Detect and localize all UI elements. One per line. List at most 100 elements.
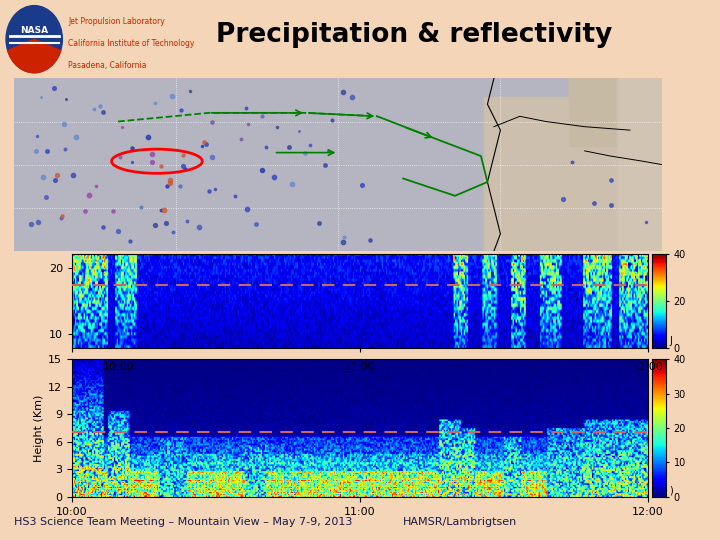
Y-axis label: Height (Km): Height (Km) (34, 394, 44, 462)
Text: HS3 Science Team Meeting – Mountain View – May 7-9, 2013: HS3 Science Team Meeting – Mountain View… (14, 517, 353, 527)
Point (156, 206, 167, 214)
Point (364, 236, 376, 245)
Point (107, 207, 119, 215)
Point (174, 181, 186, 190)
Text: HAMSR/Lambrigtsen: HAMSR/Lambrigtsen (403, 517, 518, 527)
Point (114, 152, 125, 161)
Point (32, 218, 44, 227)
Text: J: J (670, 335, 672, 346)
Text: NASA: NASA (20, 26, 48, 35)
Point (605, 176, 616, 184)
Point (156, 162, 167, 171)
Point (177, 151, 189, 159)
Point (125, 237, 136, 245)
Point (184, 87, 196, 96)
Point (240, 104, 252, 112)
Point (41, 146, 53, 155)
Point (158, 206, 170, 214)
Point (229, 192, 240, 200)
Point (210, 185, 221, 193)
Point (261, 143, 272, 152)
Point (164, 176, 176, 184)
Point (30, 147, 41, 156)
Point (197, 141, 208, 150)
Point (588, 199, 600, 208)
Point (164, 179, 176, 187)
Text: Precipitation & reflectivity: Precipitation & reflectivity (216, 22, 613, 48)
Point (79, 207, 91, 215)
Point (166, 92, 177, 100)
Point (116, 123, 127, 131)
Text: 11:00: 11:00 (344, 362, 376, 372)
Point (327, 116, 338, 124)
Point (323, 147, 334, 156)
Point (283, 143, 294, 151)
Point (32, 132, 43, 140)
Point (200, 140, 212, 149)
Point (256, 166, 268, 174)
Point (243, 119, 254, 128)
Point (67, 171, 78, 179)
Point (35, 93, 47, 102)
Point (287, 179, 298, 188)
Text: Jet Propulsion Laboratory: Jet Propulsion Laboratory (68, 17, 165, 26)
Point (149, 220, 161, 229)
Point (337, 238, 348, 247)
Point (181, 217, 193, 225)
Point (251, 219, 262, 228)
Point (313, 218, 325, 227)
Text: 10:00: 10:00 (103, 362, 135, 372)
Point (71, 133, 82, 141)
Text: ): ) (670, 485, 673, 496)
Point (268, 173, 279, 181)
Point (91, 181, 102, 190)
Point (160, 219, 171, 227)
Point (112, 227, 124, 235)
Point (127, 144, 138, 152)
Point (142, 133, 153, 141)
Point (175, 106, 186, 114)
Point (204, 187, 215, 195)
Text: Pasadena, California: Pasadena, California (68, 61, 147, 70)
Point (145, 150, 157, 158)
Point (168, 228, 179, 237)
Point (97, 107, 109, 116)
Point (48, 84, 60, 92)
Point (55, 213, 67, 222)
Point (299, 149, 310, 158)
Point (83, 191, 94, 200)
Point (126, 158, 138, 166)
Point (94, 101, 105, 110)
Point (338, 233, 349, 241)
Point (135, 202, 146, 211)
Circle shape (6, 5, 63, 73)
Point (59, 145, 71, 153)
Point (346, 92, 358, 101)
Wedge shape (8, 39, 60, 73)
Point (257, 112, 269, 120)
Point (241, 205, 253, 213)
Point (161, 181, 173, 190)
Point (356, 180, 368, 189)
Point (179, 165, 191, 173)
Point (235, 134, 247, 143)
Point (337, 87, 348, 96)
Point (557, 195, 569, 204)
Point (193, 223, 204, 232)
Point (199, 138, 210, 146)
Text: 12:00: 12:00 (632, 362, 664, 372)
Point (294, 127, 305, 136)
Point (271, 122, 283, 131)
Point (58, 120, 70, 129)
Point (640, 218, 652, 226)
Point (56, 211, 68, 220)
Point (147, 158, 158, 166)
Point (177, 161, 189, 170)
Point (51, 170, 63, 179)
Point (567, 158, 578, 166)
Point (60, 95, 71, 104)
Point (97, 222, 109, 231)
Point (40, 192, 52, 201)
Point (207, 118, 218, 126)
Point (150, 98, 161, 107)
